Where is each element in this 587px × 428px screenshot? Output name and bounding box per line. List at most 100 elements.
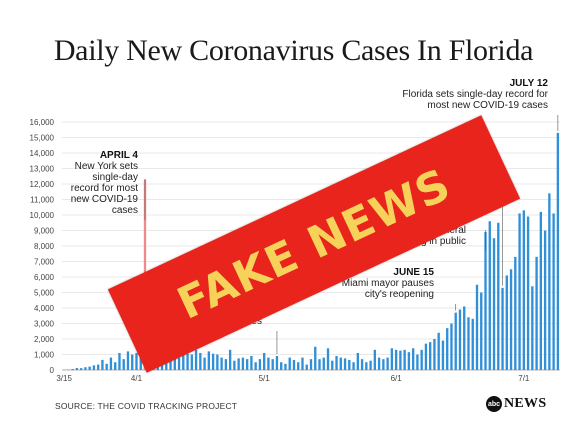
bar bbox=[475, 284, 479, 370]
chart-title: Daily New Coronavirus Cases In Florida bbox=[53, 34, 534, 67]
bar bbox=[322, 357, 325, 370]
bar bbox=[237, 358, 240, 370]
y-tick-label: 4,000 bbox=[34, 304, 55, 313]
bar bbox=[480, 292, 483, 370]
bar bbox=[135, 352, 138, 370]
bar bbox=[233, 360, 236, 370]
x-tick-label: 5/1 bbox=[259, 374, 271, 383]
bar bbox=[552, 213, 555, 370]
bar bbox=[88, 366, 91, 370]
bar bbox=[211, 353, 215, 370]
bar bbox=[467, 317, 470, 370]
bar bbox=[207, 351, 211, 370]
bar bbox=[292, 359, 296, 370]
bar bbox=[126, 351, 130, 370]
bar bbox=[509, 269, 513, 370]
bar bbox=[182, 351, 185, 370]
bar bbox=[297, 362, 300, 370]
bar bbox=[118, 352, 121, 370]
bar bbox=[531, 286, 534, 370]
annotation-date: JULY 12 bbox=[510, 78, 549, 89]
bar bbox=[348, 359, 351, 370]
bar bbox=[488, 221, 491, 370]
annotation-text: new COVID-19 bbox=[71, 194, 139, 205]
bar bbox=[526, 216, 530, 370]
bar bbox=[416, 354, 419, 370]
bar bbox=[390, 348, 394, 370]
y-tick-label: 1,000 bbox=[34, 351, 55, 360]
bar bbox=[228, 349, 232, 370]
x-tick-label: 4/1 bbox=[131, 374, 143, 383]
bar bbox=[305, 364, 308, 370]
bar bbox=[275, 356, 279, 370]
bar bbox=[514, 256, 517, 370]
bar bbox=[463, 306, 466, 370]
y-tick-label: 10,000 bbox=[30, 211, 55, 220]
bar bbox=[254, 362, 257, 370]
bar bbox=[314, 346, 317, 370]
annotation-text: New York sets bbox=[75, 161, 138, 172]
annotation-text: Miami mayor pauses bbox=[342, 278, 434, 289]
x-tick-label: 6/1 bbox=[391, 374, 403, 383]
y-tick-label: 7,000 bbox=[34, 258, 55, 267]
bar bbox=[518, 213, 521, 370]
bar bbox=[241, 357, 245, 370]
bar bbox=[497, 222, 500, 370]
bar bbox=[446, 328, 449, 370]
bar bbox=[437, 332, 440, 370]
y-tick-label: 5,000 bbox=[34, 289, 55, 298]
bar bbox=[301, 357, 304, 370]
bar bbox=[441, 340, 445, 370]
bar bbox=[399, 350, 402, 370]
bar bbox=[177, 357, 181, 370]
annotation-date: APRIL 4 bbox=[100, 150, 139, 161]
annotation-text: city's reopening bbox=[365, 289, 434, 300]
bar bbox=[360, 359, 364, 370]
bar bbox=[258, 359, 262, 370]
y-tick-label: 2,000 bbox=[34, 335, 55, 344]
y-tick-label: 12,000 bbox=[30, 180, 55, 189]
bar bbox=[501, 287, 504, 370]
bar bbox=[377, 357, 381, 370]
bar bbox=[114, 362, 117, 370]
bar bbox=[75, 367, 79, 370]
bar bbox=[458, 309, 462, 370]
abc-logo-mark: abc bbox=[486, 396, 502, 412]
annotation-text: most new COVID-19 cases bbox=[427, 100, 548, 111]
source-note: SOURCE: THE COVID TRACKING PROJECT bbox=[55, 401, 238, 411]
bar bbox=[194, 349, 198, 370]
bar bbox=[356, 352, 359, 370]
bar bbox=[382, 359, 385, 370]
annotation-text: Florida sets single-day record for bbox=[402, 89, 548, 100]
x-axis-ticks: 3/15 4/1 5/1 6/1 7/1 bbox=[56, 374, 530, 383]
bar bbox=[220, 357, 223, 370]
bar bbox=[224, 359, 228, 370]
bar bbox=[548, 193, 551, 370]
bar bbox=[556, 132, 560, 370]
bar bbox=[411, 348, 415, 370]
annotation-text: single-day bbox=[92, 172, 138, 183]
bar bbox=[539, 211, 543, 370]
y-tick-label: 11,000 bbox=[30, 196, 54, 205]
bar bbox=[71, 369, 74, 370]
bar bbox=[318, 359, 321, 370]
bar bbox=[373, 349, 377, 370]
bar bbox=[543, 230, 547, 370]
bar bbox=[309, 359, 313, 370]
bar bbox=[369, 360, 372, 370]
bar bbox=[190, 354, 193, 370]
y-tick-label: 16,000 bbox=[30, 118, 55, 127]
bar bbox=[267, 357, 270, 370]
bar bbox=[105, 363, 108, 370]
y-tick-label: 9,000 bbox=[34, 227, 55, 236]
bar bbox=[450, 323, 453, 370]
bar bbox=[245, 359, 249, 370]
bar bbox=[288, 357, 291, 370]
y-tick-label: 3,000 bbox=[34, 320, 55, 329]
bar bbox=[394, 349, 398, 370]
bar bbox=[365, 362, 368, 370]
bar bbox=[92, 365, 96, 370]
y-axis-ticks: 0 1,000 2,000 3,000 4,000 5,000 6,000 7,000 8,00… bbox=[30, 118, 55, 375]
bar bbox=[271, 359, 274, 370]
